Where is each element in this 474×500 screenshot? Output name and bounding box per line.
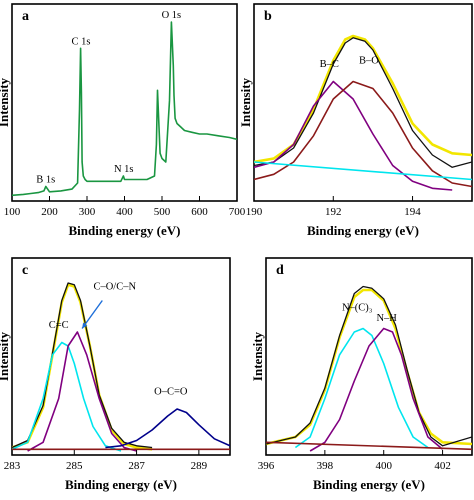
series-line-raw xyxy=(12,282,153,449)
x-tick-label: 398 xyxy=(317,460,334,472)
x-tick-label: 283 xyxy=(4,460,21,472)
x-axis-label: Binding energy (eV) xyxy=(69,223,181,238)
peak-annotation: B–O xyxy=(359,56,379,67)
peak-annotation: C–O/C–N xyxy=(93,282,136,293)
x-tick-label: 300 xyxy=(79,206,96,218)
series-group xyxy=(12,21,237,197)
y-axis-label: Intensity xyxy=(0,331,11,381)
x-tick-label: 194 xyxy=(404,206,421,218)
series-group xyxy=(254,34,472,191)
chart-panel-a: a 100 200 300 400 500 600 700 Binding energy (eV… xyxy=(0,3,246,238)
series-line-c-o-c-n xyxy=(27,331,137,452)
peak-annotation: C=C xyxy=(49,320,69,331)
peak-annotation: N 1s xyxy=(114,164,134,175)
peak-annotation: O–C=O xyxy=(154,387,188,398)
x-tick-label: 400 xyxy=(375,460,392,472)
plot-frame xyxy=(265,257,473,456)
series-line-b-o xyxy=(254,80,472,188)
x-tick-label: 190 xyxy=(246,206,263,218)
x-tick-label: 500 xyxy=(154,206,171,218)
series-line-o-c-o xyxy=(105,408,230,449)
series-group xyxy=(12,282,230,452)
peak-annotation: B 1s xyxy=(36,175,55,186)
series-line-background xyxy=(266,441,472,451)
peak-annotation: N–(C)₃ xyxy=(342,303,373,314)
series-line-n-c-3 xyxy=(294,327,429,449)
x-axis-label: Binding energy (eV) xyxy=(307,223,419,238)
y-axis-label: Intensity xyxy=(0,77,11,127)
x-tick-label: 402 xyxy=(434,460,451,472)
x-tick-label: 400 xyxy=(116,206,133,218)
x-tick-label: 700 xyxy=(229,206,246,218)
series-group xyxy=(266,285,472,452)
panel-label: a xyxy=(22,9,29,24)
series-line-background xyxy=(254,161,472,181)
x-tick-label: 285 xyxy=(66,460,83,472)
arrow-shaft xyxy=(81,300,103,329)
chart-panel-d: d 396 398 400 402 Binding energy (eV) Intensit… xyxy=(250,257,473,492)
series-line-b-c xyxy=(254,80,453,191)
peak-annotation: C 1s xyxy=(72,36,91,47)
x-axis-label: Binding energy (eV) xyxy=(65,477,177,492)
panel-label: c xyxy=(22,263,28,278)
x-tick-label: 287 xyxy=(128,460,145,472)
annotation-arrow xyxy=(81,300,103,329)
chart-panel-b: b 190 192 194 Binding energy (eV) Intensity B–… xyxy=(238,3,473,238)
x-tick-label: 396 xyxy=(258,460,275,472)
series-line-fit-envelope xyxy=(266,288,472,446)
peak-annotation: B–C xyxy=(320,59,339,70)
x-tick-label: 192 xyxy=(325,206,342,218)
y-axis-label: Intensity xyxy=(238,77,253,127)
series-line-raw xyxy=(266,285,472,447)
plot-frame xyxy=(11,257,231,456)
arrow-head xyxy=(82,322,88,329)
panel-label: d xyxy=(276,263,284,278)
chart-panel-c: c 283 285 287 289 Binding energy (eV) Intensit… xyxy=(0,257,231,492)
series-line-raw xyxy=(254,37,472,168)
y-axis-label: Intensity xyxy=(250,331,265,381)
peak-annotation: N–H xyxy=(376,313,397,324)
series-line-s0 xyxy=(12,21,237,197)
x-axis-label: Binding energy (eV) xyxy=(313,477,425,492)
x-tick-label: 600 xyxy=(191,206,208,218)
x-tick-label: 200 xyxy=(41,206,58,218)
panel-label: b xyxy=(264,9,272,24)
peak-annotation: O 1s xyxy=(162,10,182,21)
x-tick-label: 100 xyxy=(4,206,21,218)
plot-frame xyxy=(253,3,473,202)
series-line-n-h xyxy=(309,327,444,452)
x-tick-label: 289 xyxy=(191,460,208,472)
